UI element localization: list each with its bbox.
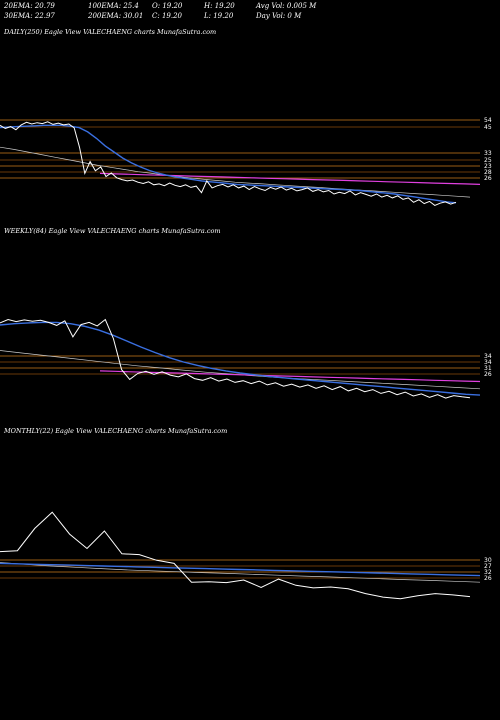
ema20-stat: 20EMA: 20.79 [4,2,55,10]
ema-fast-line [0,124,457,204]
level-label: 34 [484,359,492,366]
daily-panel-title: DAILY(250) Eagle View VALECHAENG charts … [4,28,217,36]
level-label: 33 [484,150,492,157]
ema100-stat: 100EMA: 25.4 [88,2,139,10]
level-label: 32 [484,569,492,576]
level-label: 26 [484,175,492,182]
high-stat: H: 19.20 [204,2,235,10]
level-label: 25 [484,157,492,164]
monthly-panel-title: MONTHLY(22) Eagle View VALECHAENG charts… [4,427,228,435]
ema-magenta-line [99,172,481,185]
price-line [0,318,471,399]
level-label: 28 [484,169,492,176]
ema30-stat: 30EMA: 22.97 [4,12,55,20]
level-label: 23 [484,163,492,170]
level-label: 26 [484,371,492,378]
level-label: 27 [484,563,492,570]
level-label: 34 [484,353,492,360]
level-label: 26 [484,575,492,582]
avg-volume-stat: Avg Vol: 0.005 M [256,2,317,10]
close-stat: C: 19.20 [152,12,182,20]
level-label: 54 [484,117,492,124]
level-label: 31 [484,365,492,372]
level-label: 30 [484,557,492,564]
price-line [0,121,457,206]
ema-slow-line [0,562,481,583]
ema-magenta-line [99,370,481,383]
ema-fast-line [0,562,481,577]
low-stat: L: 19.20 [204,12,234,20]
day-volume-stat: Day Vol: 0 M [256,12,302,20]
price-line [0,511,471,600]
level-label: 45 [484,124,492,131]
weekly-panel-title: WEEKLY(84) Eagle View VALECHAENG charts … [4,227,221,235]
ema200-stat: 200EMA: 30.01 [88,12,144,20]
ema-slow-line [0,146,471,198]
open-stat: O: 19.20 [152,2,183,10]
